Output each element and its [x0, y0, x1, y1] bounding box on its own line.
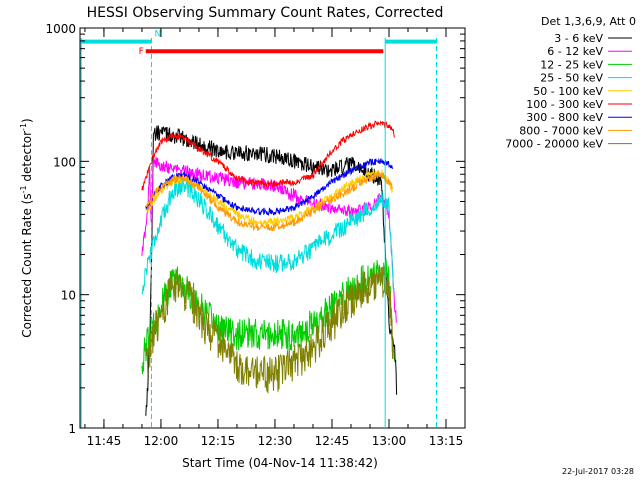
flag-label-n: N: [154, 30, 161, 40]
series-layer: [141, 120, 398, 416]
plot-frame: [79, 27, 466, 429]
series-line-8: [145, 265, 393, 394]
series-line-3: [141, 176, 395, 295]
legend-label-6: 300 - 800 keV: [526, 111, 603, 124]
legend-label-4: 50 - 100 keV: [533, 85, 603, 98]
legend-title: Det 1,3,6,9, Att 0: [541, 15, 636, 28]
y-axis-label-sup1: -1: [19, 185, 28, 193]
date-stamp: 22-Jul-2017 03:28: [562, 467, 634, 476]
x-tick-label-1: 12:00: [144, 434, 179, 448]
series-line-5: [141, 120, 395, 191]
legend-label-0: 3 - 6 keV: [554, 32, 603, 45]
series-line-7: [145, 170, 393, 232]
flag-label-f: F: [139, 47, 144, 57]
y-tick-label-0: 1: [68, 422, 76, 436]
legend-label-8: 7000 - 20000 keV: [505, 138, 603, 151]
x-tick-label-3: 12:30: [258, 434, 293, 448]
chart-title: HESSI Observing Summary Count Rates, Cor…: [87, 5, 444, 21]
y-axis-label-main: Corrected Count Rate (s: [20, 193, 34, 337]
legend-label-5: 100 - 300 keV: [526, 98, 603, 111]
x-axis-ticks: 11:45 12:00 12:15 12:30 12:45 13:00 13:15: [84, 28, 466, 448]
x-axis-label: Start Time (04-Nov-14 11:38:42): [182, 456, 378, 470]
x-tick-label-2: 12:15: [201, 434, 236, 448]
series-line-4: [145, 168, 393, 228]
x-tick-label-4: 12:45: [315, 434, 350, 448]
y-axis-label-sup2: -1: [19, 123, 28, 131]
x-tick-label-5: 13:00: [372, 434, 407, 448]
x-tick-label-0: 11:45: [87, 434, 122, 448]
legend-label-3: 25 - 50 keV: [540, 72, 603, 85]
y-axis-ticks: 1 10 100 1000: [45, 22, 465, 436]
legend-label-7: 800 - 7000 keV: [519, 124, 603, 137]
flag-layer: FN: [80, 30, 437, 428]
y-axis-label-end: ): [20, 118, 34, 123]
y-tick-label-1: 10: [61, 289, 76, 303]
y-tick-label-2: 100: [53, 155, 76, 169]
legend-label-1: 6 - 12 keV: [547, 45, 603, 58]
x-tick-label-6: 13:15: [429, 434, 464, 448]
y-axis-label-mid: detector: [20, 131, 34, 186]
legend-label-2: 12 - 25 keV: [540, 58, 603, 71]
y-axis-label: Corrected Count Rate (s-1 detector-1): [19, 118, 34, 337]
y-tick-label-3: 1000: [45, 22, 76, 36]
